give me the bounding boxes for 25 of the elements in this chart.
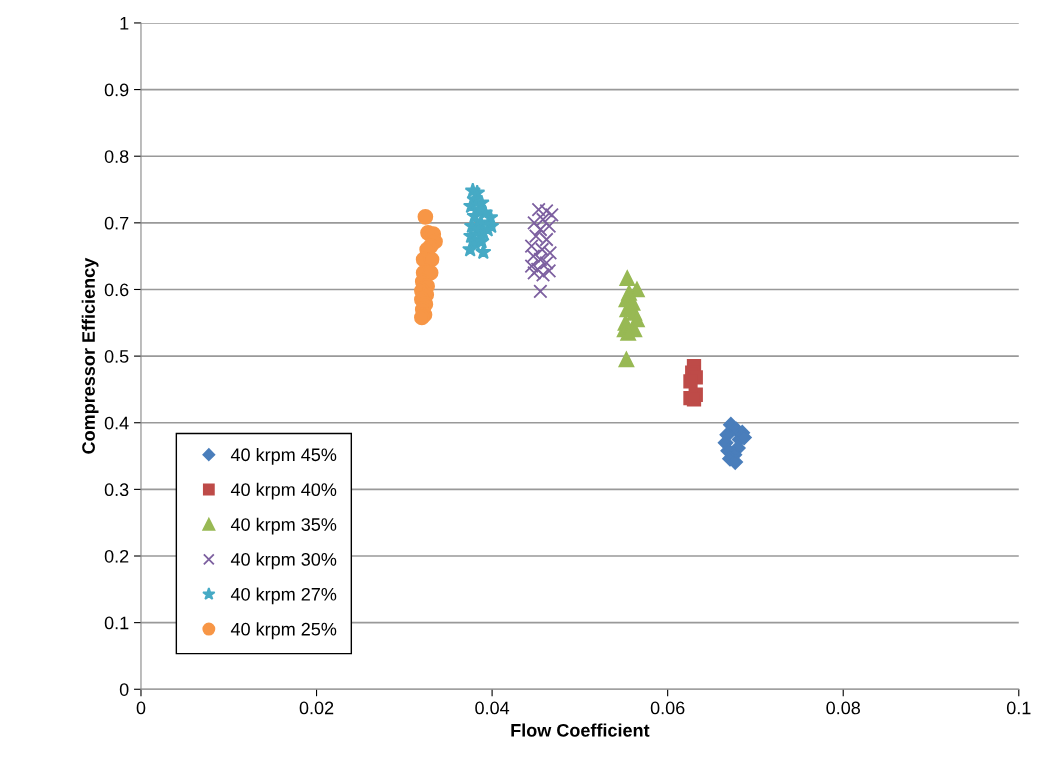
x-axis-title: Flow Coefficient [511, 723, 650, 737]
y-tick-label: 0.7 [104, 216, 129, 230]
legend-label: 40 krpm 30% [230, 552, 337, 570]
x-tick-label: 0.06 [650, 701, 685, 715]
x-tick-label: 0.02 [299, 701, 334, 715]
x-tick-label: 0.04 [475, 701, 510, 715]
y-tick-label: 1 [120, 17, 129, 30]
x-tick-label: 0.1 [1006, 701, 1031, 715]
legend-label: 40 krpm 40% [230, 482, 337, 500]
legend-label: 40 krpm 27% [230, 587, 337, 605]
y-tick-label: 0.3 [104, 483, 129, 497]
legend-label: 40 krpm 45% [230, 447, 337, 465]
y-tick-label: 0.8 [104, 150, 129, 163]
y-tick-label: 0 [119, 683, 129, 696]
y-tick-label: 0.6 [104, 283, 129, 297]
y-tick-label: 0.1 [104, 616, 129, 630]
legend-label: 40 krpm 35% [230, 517, 337, 535]
legend-label: 40 krpm 25% [230, 622, 337, 640]
y-tick-label: 0.4 [104, 416, 129, 430]
y-axis-title: Compressor Efficiency [81, 257, 99, 454]
x-tick-label: 0 [136, 701, 146, 715]
y-tick-label: 0.9 [104, 83, 129, 97]
x-tick-label: 0.08 [826, 701, 861, 715]
y-tick-label: 0.5 [104, 350, 129, 363]
y-tick-label: 0.2 [104, 549, 129, 563]
